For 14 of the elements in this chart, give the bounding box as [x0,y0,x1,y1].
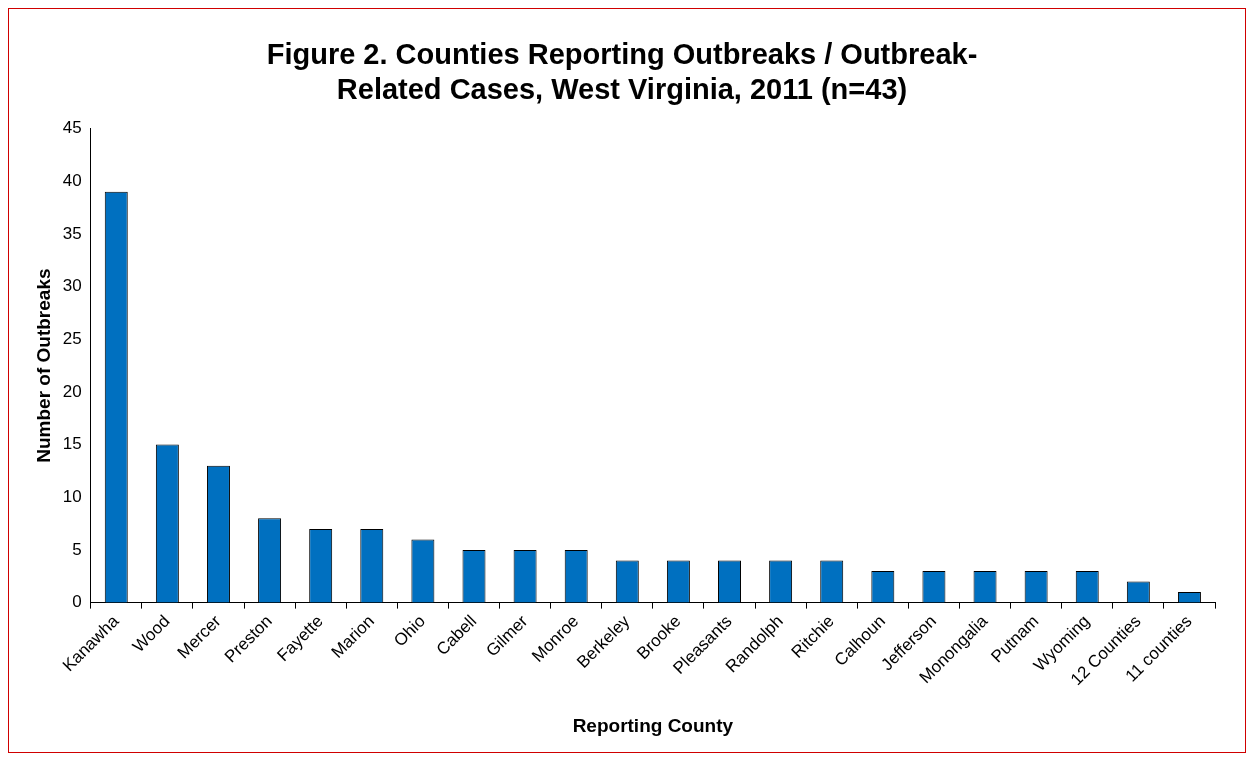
x-tick-label: Ohio [390,611,430,651]
y-tick-label: 0 [72,592,82,612]
y-tick-label: 30 [62,276,82,296]
y-tick-label: 10 [62,486,82,506]
y-tick-label: 25 [62,328,82,348]
y-tick-label: 35 [62,223,82,243]
y-tick-label: 15 [62,434,82,454]
chart-title: Figure 2. Counties Reporting Outbreaks / Outbreak-Related Cases, West Virginia, 2011 (n=43) [266,38,978,106]
y-tick-label: 20 [62,381,82,401]
x-axis-title: Reporting County [572,714,734,736]
y-tick-label: 45 [62,118,82,138]
y-axis-title: Number of Outbreaks [32,268,54,463]
y-tick-label: 40 [62,170,82,190]
y-tick-label: 5 [72,539,82,559]
